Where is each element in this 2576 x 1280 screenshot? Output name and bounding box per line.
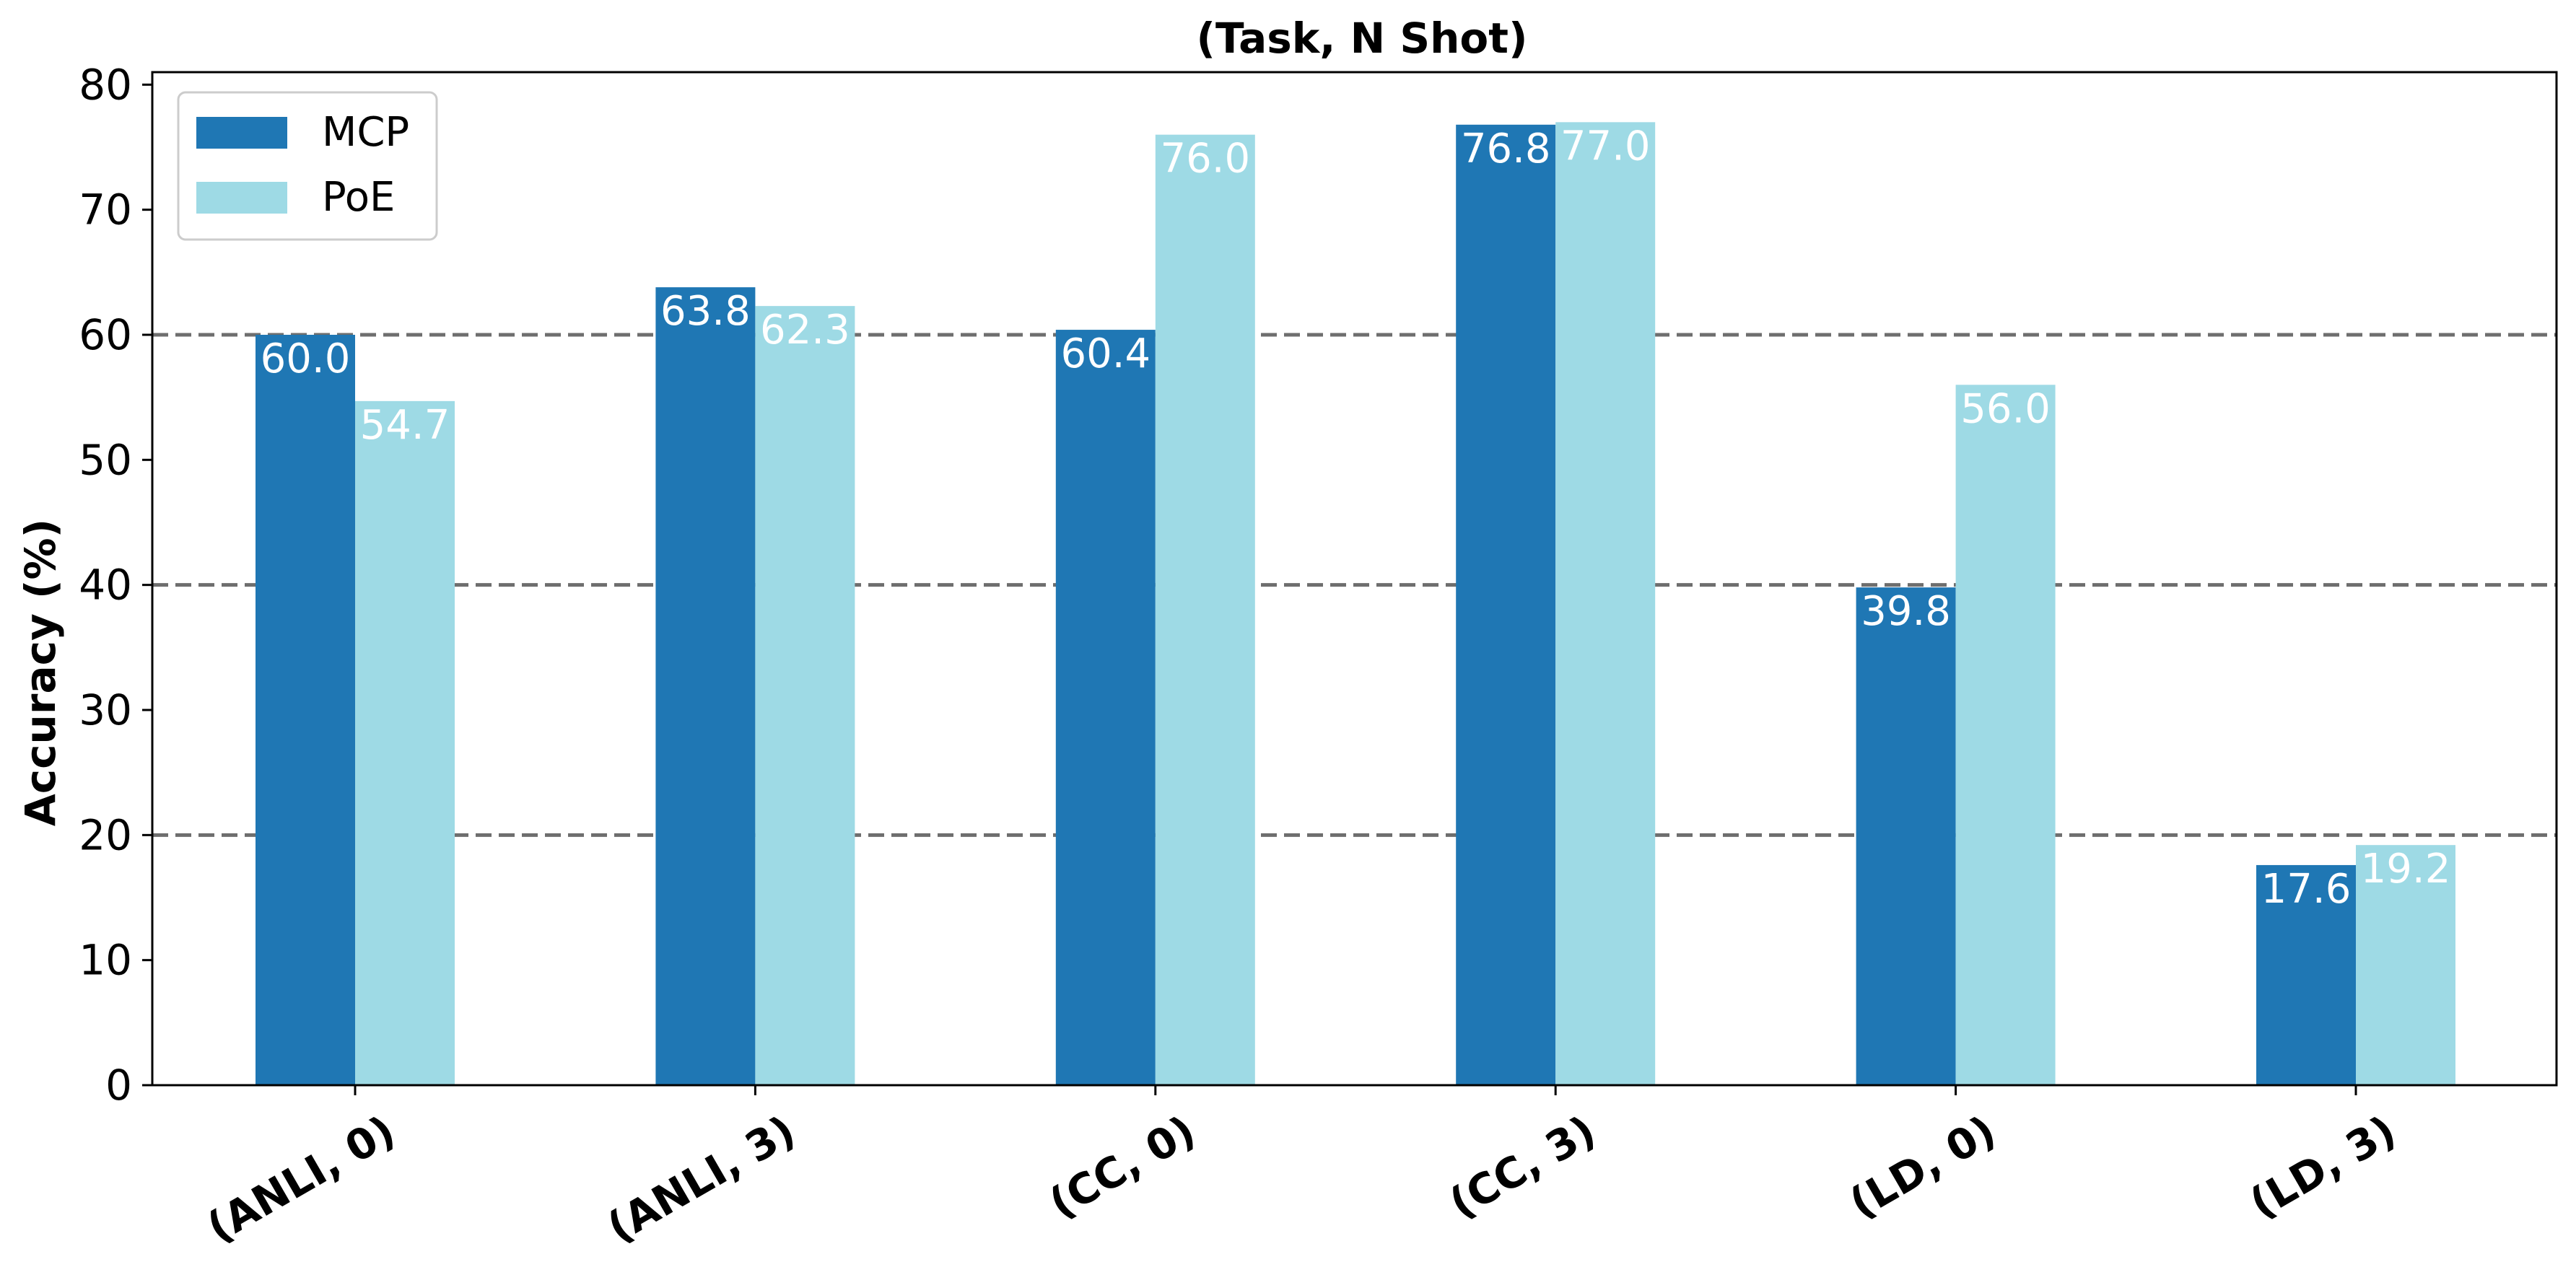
y-tick-label-30: 30 (79, 685, 132, 735)
legend-label-poe: PoE (322, 174, 395, 221)
bar-label-poe-0: 54.7 (360, 402, 450, 449)
y-tick-label-20: 20 (79, 810, 132, 859)
bar-label-mcp-2: 60.4 (1060, 330, 1151, 377)
bars (256, 122, 2455, 1086)
y-axis-label: Accuracy (%) (16, 519, 65, 826)
bar-poe-4 (1955, 385, 2056, 1085)
bar-poe-2 (1155, 134, 1255, 1086)
bar-label-mcp-1: 63.8 (660, 288, 751, 335)
bar-mcp-0 (256, 335, 355, 1085)
bar-mcp-4 (1856, 587, 1956, 1085)
plot-frame (151, 71, 2558, 1087)
y-tick-label-10: 10 (79, 936, 132, 985)
bar-label-mcp-5: 17.6 (2261, 866, 2352, 913)
y-tick-label-40: 40 (79, 561, 132, 610)
bar-poe-5 (2356, 845, 2455, 1085)
bar-label-mcp-0: 60.0 (261, 336, 351, 382)
reference-lines (152, 333, 2557, 837)
bar-mcp-3 (1456, 124, 1556, 1085)
legend-label-mcp: MCP (322, 109, 409, 156)
chart-title: (Task, N Shot) (1197, 14, 1528, 63)
y-tick-label-80: 80 (79, 60, 132, 109)
y-axis-ticks: 0 10 20 30 40 50 60 70 80 (79, 60, 152, 1110)
bar-label-poe-2: 76.0 (1160, 136, 1250, 183)
bar-label-poe-3: 77.0 (1560, 123, 1651, 170)
legend: MCP PoE (177, 91, 438, 241)
y-tick-label-70: 70 (79, 185, 132, 234)
bar-poe-0 (355, 400, 455, 1085)
bar-label-poe-5: 19.2 (2361, 846, 2451, 893)
bar-label-poe-1: 62.3 (760, 307, 850, 354)
bar-mcp-2 (1055, 330, 1156, 1086)
bar-poe-3 (1555, 122, 1656, 1085)
bar-label-poe-4: 56.0 (1960, 385, 2051, 432)
y-tick-label-50: 50 (79, 435, 132, 484)
legend-swatch-mcp (196, 117, 287, 149)
bar-value-labels: 60.0 63.8 60.4 76.8 39.8 17.6 54.7 62.3 76.0 77.0… (261, 123, 2451, 913)
bar-label-mcp-4: 39.8 (1861, 588, 1951, 635)
bar-poe-1 (755, 306, 855, 1086)
bar-mcp-5 (2256, 864, 2356, 1085)
bar-label-mcp-3: 76.8 (1461, 126, 1551, 172)
y-tick-label-0: 0 (105, 1061, 132, 1110)
legend-swatch-poe (196, 182, 287, 214)
bar-mcp-1 (655, 287, 756, 1086)
y-tick-label-60: 60 (79, 310, 132, 359)
